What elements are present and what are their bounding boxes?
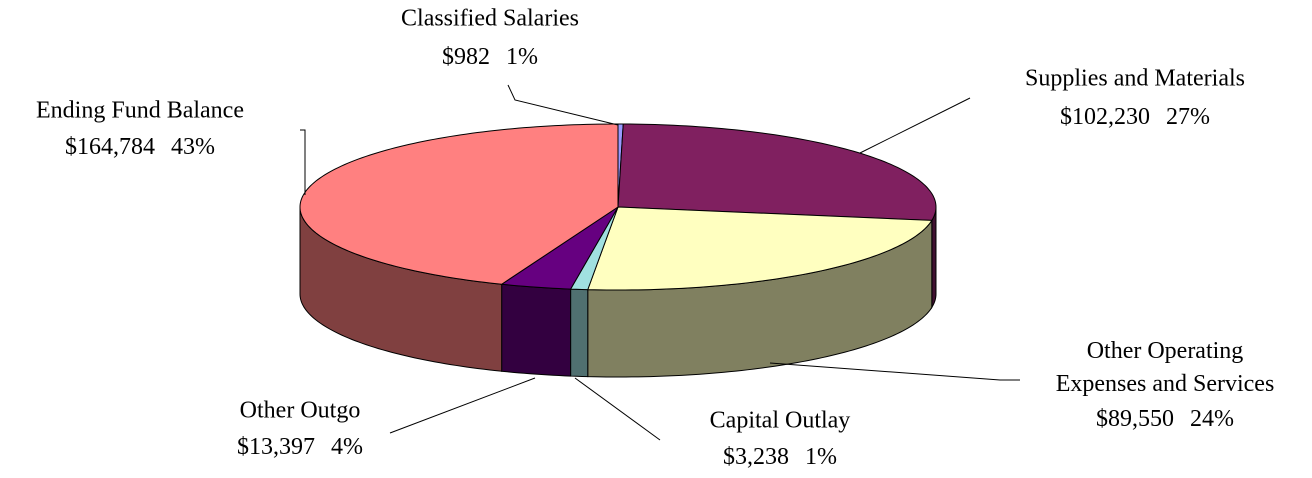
- leader-line: [859, 97, 971, 154]
- slice-side: [570, 288, 589, 378]
- leader-line: [300, 129, 306, 195]
- value-percent: 27%: [1166, 104, 1210, 130]
- leader-line: [507, 84, 619, 126]
- value-percent: 43%: [171, 134, 215, 160]
- value-amount: $164,784: [65, 134, 155, 160]
- value-percent: 24%: [1190, 406, 1234, 432]
- value-amount: $102,230: [1060, 104, 1150, 130]
- value-amount: $982: [442, 44, 490, 70]
- value-amount: $13,397: [237, 434, 315, 460]
- value-amount: $3,238: [723, 444, 789, 470]
- slice-label: Other Operating Expenses and Services: [1056, 338, 1275, 397]
- slice-label: Classified Salaries: [401, 6, 579, 32]
- value-label: $164,784 43%: [65, 134, 215, 160]
- leader-line: [769, 362, 1020, 381]
- slice: [617, 123, 937, 221]
- value-amount: $89,550: [1096, 406, 1174, 432]
- value-percent: 1%: [506, 44, 538, 70]
- value-percent: 4%: [331, 434, 363, 460]
- label-line: Other Operating: [1087, 338, 1244, 364]
- label-line: Expenses and Services: [1056, 371, 1275, 397]
- slice: [500, 206, 619, 290]
- leader-line: [389, 377, 536, 434]
- value-label: $102,230 27%: [1060, 104, 1210, 130]
- slice: [299, 123, 619, 285]
- value-label: $3,238 1%: [723, 444, 837, 470]
- value-label: $89,550 24%: [1096, 406, 1234, 432]
- value-label: $982 1%: [442, 44, 538, 70]
- value-label: $13,397 4%: [237, 434, 363, 460]
- slice-side: [931, 206, 937, 310]
- slice-label: Capital Outlay: [710, 408, 851, 434]
- slice-side: [501, 283, 572, 377]
- slice-label: Supplies and Materials: [1025, 66, 1245, 92]
- slice-label: Ending Fund Balance: [36, 98, 244, 124]
- slice-label: Other Outgo: [240, 398, 361, 424]
- leader-line: [574, 377, 661, 441]
- value-percent: 1%: [805, 444, 837, 470]
- slice: [587, 206, 933, 291]
